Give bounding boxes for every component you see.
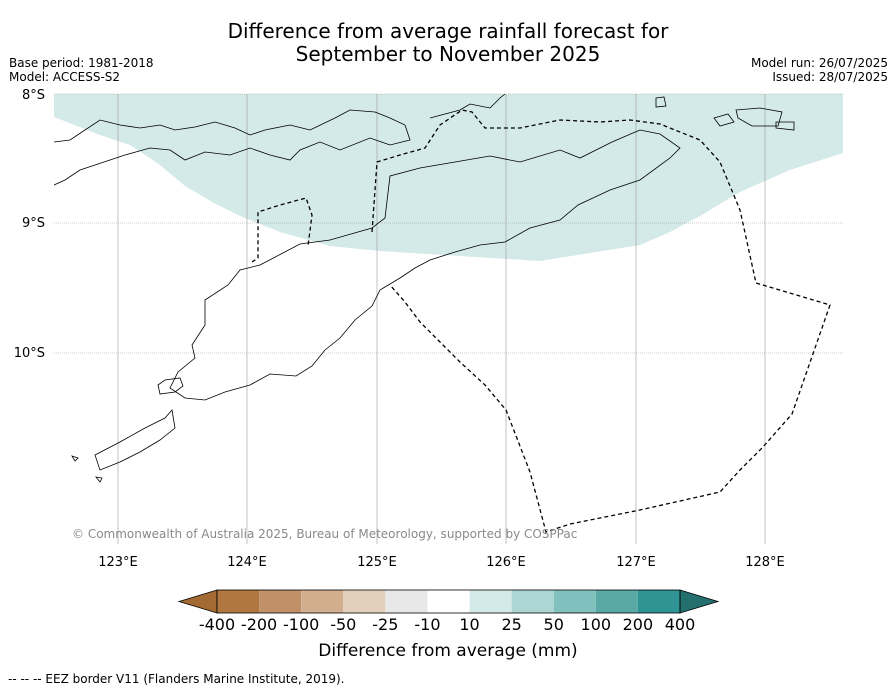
colorbar-tick-label: 100	[581, 615, 612, 634]
colorbar-tick-label: 200	[623, 615, 654, 634]
lon-label-128e: 128°E	[745, 555, 785, 570]
colorbar-tick-label: 10	[459, 615, 479, 634]
small-island-east-4	[775, 121, 795, 131]
colorbar-swatch	[469, 590, 512, 613]
meta-right: Model run: 26/07/2025 Issued: 28/07/2025	[751, 56, 888, 84]
colorbar-tick-label: 50	[544, 615, 564, 634]
colorbar-swatch	[637, 590, 680, 613]
sawu-island-outline	[94, 409, 176, 471]
colorbar-outline	[216, 589, 681, 614]
timor-island-outline	[169, 129, 681, 401]
lon-label-123e: 123°E	[98, 555, 138, 570]
colorbar-swatch	[259, 590, 302, 613]
colorbar-swatch	[511, 590, 554, 613]
colorbar-label: Difference from average (mm)	[318, 641, 578, 661]
model-name: Model: ACCESS-S2	[9, 70, 121, 84]
small-islet-1	[71, 455, 79, 462]
colorbar-tick-label: 25	[501, 615, 521, 634]
eez-legend-footer: -- -- -- EEZ border V11 (Flanders Marine…	[8, 672, 345, 686]
wetar-island-outline	[429, 94, 506, 119]
colorbar-swatch	[343, 590, 386, 613]
meta-left: Base period: 1981-2018 Model: ACCESS-S2	[9, 56, 154, 84]
longitude-labels: 123°E 124°E 125°E 126°E 127°E 128°E	[98, 555, 785, 570]
colorbar-tick-label: -100	[283, 615, 319, 634]
lat-label-10s: 10°S	[14, 346, 45, 361]
flores-coast-outline	[54, 109, 411, 186]
colorbar-tick-label: -400	[199, 615, 235, 634]
map-title: Difference from average rainfall forecas…	[0, 20, 896, 66]
small-islet-2	[95, 476, 103, 483]
rote-island-outline	[157, 377, 184, 395]
colorbar-swatch	[385, 590, 428, 613]
title-line-1: Difference from average rainfall forecas…	[227, 19, 669, 43]
eez-border-line-2	[371, 109, 831, 533]
colorbar-swatch	[595, 590, 638, 613]
colorbar-swatch	[553, 590, 596, 613]
colorbar-extend-low	[177, 589, 218, 614]
lon-label-127e: 127°E	[616, 555, 656, 570]
small-island-east-2	[713, 113, 735, 127]
colorbar-tick-label: -50	[330, 615, 356, 634]
small-island-east-1	[655, 96, 667, 108]
colorbar-tick-label: -10	[414, 615, 440, 634]
lat-label-9s: 9°S	[22, 216, 45, 231]
colorbar: -400 -200 -100 -50 -25 -10 10 25 50 100 200 400	[177, 589, 720, 634]
colorbar-swatch	[217, 590, 260, 613]
lat-label-8s: 8°S	[22, 88, 45, 103]
lon-label-124e: 124°E	[227, 555, 267, 570]
anomaly-region-10-to-25	[54, 94, 843, 261]
issued-date: Issued: 28/07/2025	[772, 70, 888, 84]
lon-label-125e: 125°E	[357, 555, 397, 570]
eez-border	[251, 109, 831, 533]
lon-label-126e: 126°E	[486, 555, 526, 570]
latitude-labels: 8°S 9°S 10°S	[14, 88, 45, 361]
colorbar-extend-high	[679, 589, 720, 614]
model-run: Model run: 26/07/2025	[750, 56, 888, 70]
small-island-east-3	[735, 107, 783, 127]
colorbar-tick-label: -25	[372, 615, 398, 634]
eez-border-line-1	[251, 197, 313, 263]
title-line-2: September to November 2025	[295, 42, 601, 66]
colorbar-tick-label: 400	[665, 615, 696, 634]
coastlines	[54, 94, 795, 483]
colorbar-swatch	[301, 590, 344, 613]
colorbar-tick-label: -200	[241, 615, 277, 634]
gridlines	[54, 93, 843, 544]
base-period: Base period: 1981-2018	[9, 56, 154, 70]
colorbar-swatch	[427, 590, 470, 613]
copyright-note: © Commonwealth of Australia 2025, Bureau…	[72, 527, 577, 541]
